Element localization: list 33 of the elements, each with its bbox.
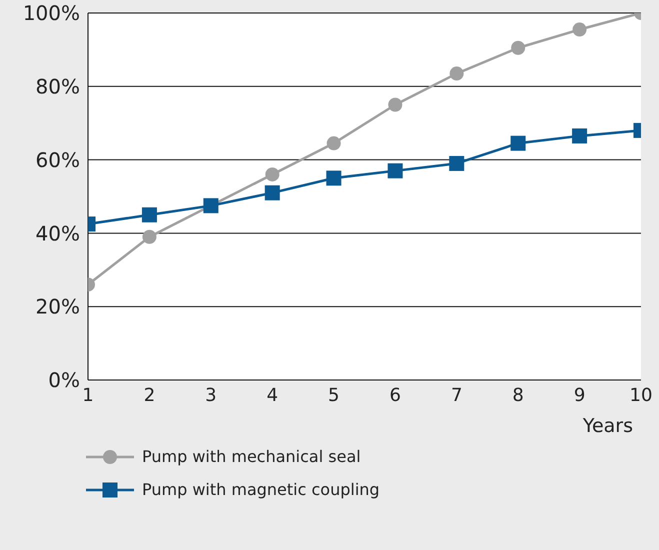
point bbox=[572, 128, 588, 144]
point bbox=[510, 136, 526, 151]
x-tick-label: 9 bbox=[574, 384, 586, 406]
x-tick-label: 2 bbox=[144, 384, 156, 406]
point bbox=[388, 163, 403, 178]
x-tick-label: 7 bbox=[450, 384, 462, 406]
point bbox=[449, 156, 464, 171]
y-tick-label: 40% bbox=[36, 221, 80, 246]
x-tick-label: 5 bbox=[328, 384, 340, 406]
y-tick-label: 0% bbox=[48, 368, 80, 392]
point bbox=[142, 230, 156, 244]
x-tick-label: 6 bbox=[389, 384, 401, 406]
point bbox=[142, 207, 157, 222]
x-tick-label: 3 bbox=[205, 384, 217, 406]
point bbox=[572, 22, 587, 37]
point bbox=[326, 136, 341, 150]
point bbox=[326, 170, 342, 186]
point bbox=[265, 167, 280, 182]
y-tick-label: 20% bbox=[36, 294, 80, 319]
y-tick-label: 100% bbox=[22, 1, 80, 26]
point bbox=[264, 185, 280, 200]
y-tick-label: 60% bbox=[36, 148, 80, 172]
x-tick-label: 4 bbox=[266, 384, 278, 406]
point bbox=[450, 66, 464, 81]
point bbox=[388, 98, 402, 112]
legend-label: Pump with mechanical seal bbox=[142, 447, 361, 466]
x-tick-label: 1 bbox=[82, 384, 94, 406]
x-tick-label: 10 bbox=[630, 384, 652, 406]
y-tick-label: 80% bbox=[36, 74, 80, 98]
x-axis-title: Years bbox=[582, 415, 633, 437]
point bbox=[511, 40, 526, 55]
x-tick-label: 8 bbox=[512, 384, 524, 406]
legend-label: Pump with magnetic coupling bbox=[142, 480, 380, 499]
